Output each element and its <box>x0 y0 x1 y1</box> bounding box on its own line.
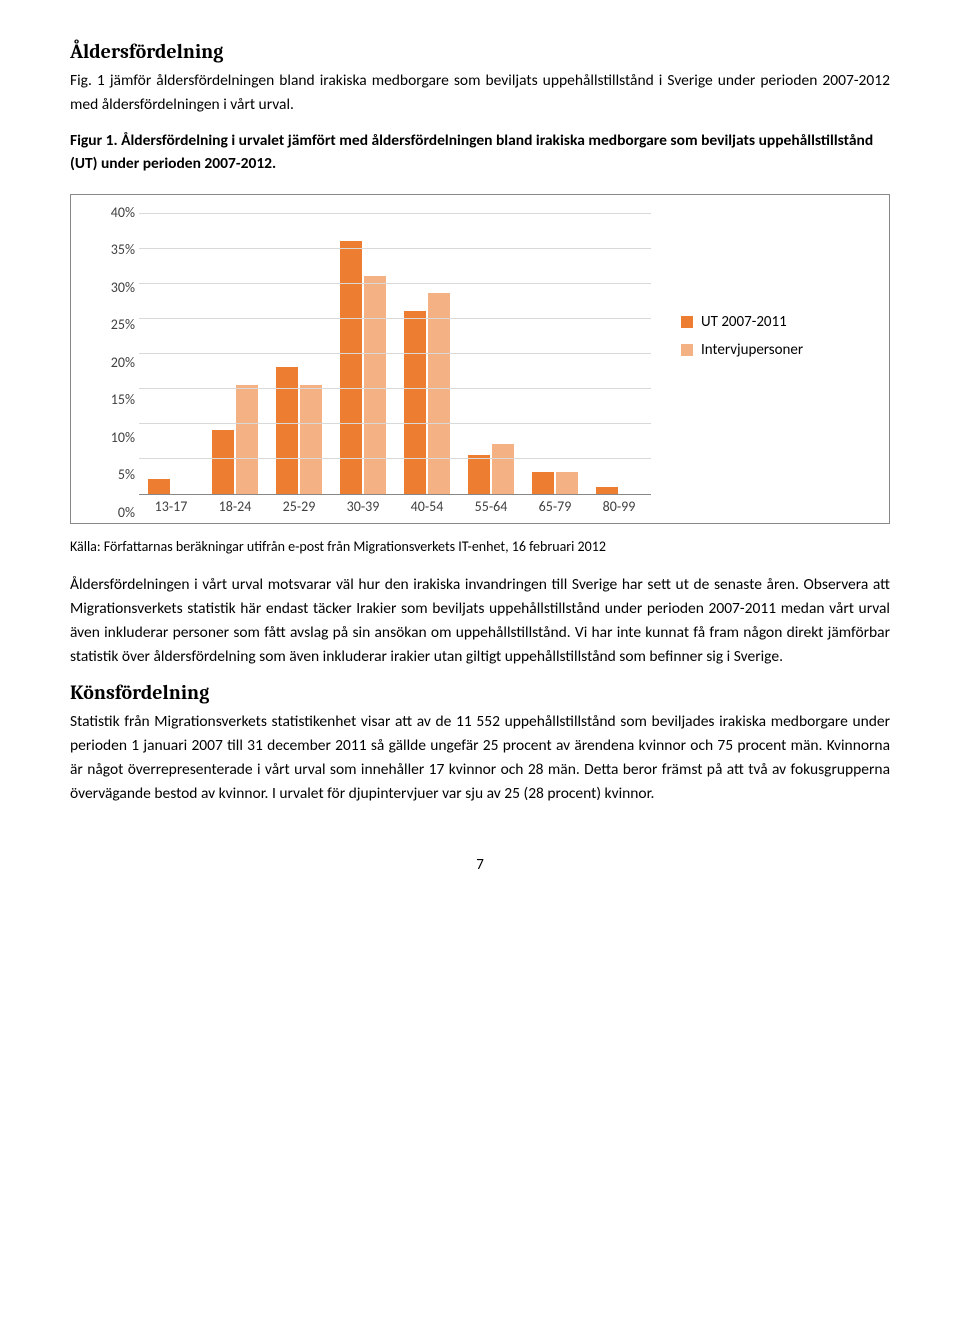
bar <box>468 455 490 494</box>
x-tick-label: 13-17 <box>139 498 203 515</box>
gridline <box>139 423 651 424</box>
bar <box>596 487 618 494</box>
gridline <box>139 318 651 319</box>
x-tick-label: 18-24 <box>203 498 267 515</box>
bar <box>236 385 258 494</box>
bar <box>276 367 298 493</box>
y-tick-label: 40% <box>111 204 135 221</box>
plot-area: 40%35%30%25%20%15%10%5%0% 13-1718-2425-2… <box>91 213 651 513</box>
y-tick-label: 0% <box>118 504 135 521</box>
section-gender-title: Könsfördelning <box>70 681 890 704</box>
page-number: 7 <box>70 856 890 874</box>
gridline <box>139 458 651 459</box>
gridline <box>139 248 651 249</box>
section-age-body: Åldersfördelningen i vårt urval motsvara… <box>70 573 890 669</box>
bar <box>492 444 514 493</box>
bar <box>212 430 234 493</box>
y-tick-label: 25% <box>111 316 135 333</box>
gridline <box>139 353 651 354</box>
bar-chart: 40% 35% 30% 25% 20% 15% 10% 5% 0% 13-1718-2425-2… <box>70 194 890 524</box>
x-tick-label: 55-64 <box>459 498 523 515</box>
legend-label: Intervjupersoner <box>701 341 803 359</box>
y-tick-label: 10% <box>111 429 135 446</box>
legend-swatch <box>681 344 693 356</box>
bar <box>300 385 322 494</box>
section-age-title: Åldersfördelning <box>70 40 890 63</box>
x-tick-label: 80-99 <box>587 498 651 515</box>
y-tick-label: 30% <box>111 279 135 296</box>
gridline <box>139 213 651 214</box>
gridline <box>139 283 651 284</box>
bar <box>428 293 450 493</box>
x-tick-label: 40-54 <box>395 498 459 515</box>
section-age-intro: Fig. 1 jämför åldersfördelningen bland i… <box>70 69 890 117</box>
y-tick-label: 15% <box>111 391 135 408</box>
x-tick-label: 25-29 <box>267 498 331 515</box>
legend-item: UT 2007-2011 <box>681 313 803 331</box>
gridline <box>139 388 651 389</box>
legend-label: UT 2007-2011 <box>701 313 787 331</box>
chart-source: Källa: Författarnas beräkningar utifrån … <box>70 538 890 555</box>
plot-inner <box>139 213 651 495</box>
x-tick-label: 30-39 <box>331 498 395 515</box>
x-axis-labels: 13-1718-2425-2930-3940-5455-6465-7980-99 <box>139 498 651 515</box>
legend-item: Intervjupersoner <box>681 341 803 359</box>
section-gender-body: Statistik från Migrationsverkets statist… <box>70 710 890 806</box>
bar <box>556 472 578 493</box>
y-tick-label: 5% <box>118 466 135 483</box>
bar <box>532 472 554 493</box>
bar <box>404 311 426 494</box>
y-axis: 40%35%30%25%20%15%10%5%0% <box>91 213 135 513</box>
x-tick-label: 65-79 <box>523 498 587 515</box>
chart-legend: UT 2007-2011 Intervjupersoner <box>681 313 803 369</box>
bar <box>364 276 386 494</box>
legend-swatch <box>681 316 693 328</box>
bar <box>148 479 170 493</box>
y-tick-label: 20% <box>111 354 135 371</box>
y-tick-label: 35% <box>111 241 135 258</box>
bar <box>340 241 362 494</box>
figure-caption: Figur 1. Åldersfördelning i urvalet jämf… <box>70 129 890 176</box>
